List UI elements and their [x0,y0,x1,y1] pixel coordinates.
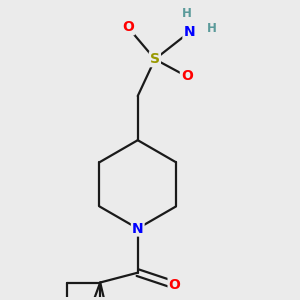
Text: O: O [122,20,134,34]
Text: N: N [183,25,195,39]
Text: O: O [181,69,193,83]
Text: H: H [182,7,192,20]
Text: S: S [150,52,160,66]
Text: N: N [132,221,143,236]
Text: H: H [206,22,216,35]
Text: O: O [169,278,181,292]
